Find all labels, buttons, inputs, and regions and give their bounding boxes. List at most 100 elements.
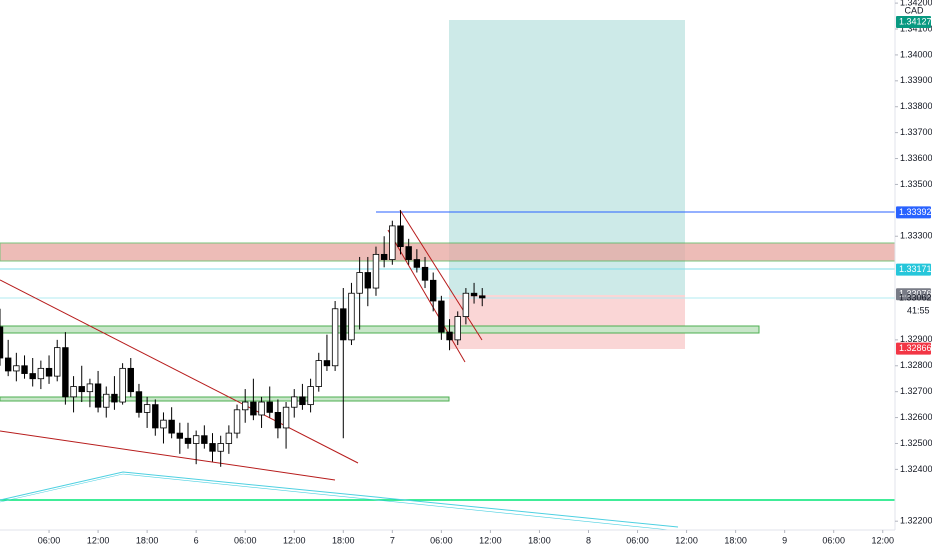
- x-tick-label: 12:00: [87, 535, 110, 545]
- candle-body: [119, 367, 126, 403]
- candle-body: [192, 435, 200, 444]
- x-tick-label: 06:00: [38, 535, 61, 545]
- x-tick-label: 18:00: [724, 535, 747, 545]
- y-tick-label: 1.32700: [900, 386, 932, 396]
- candle-body: [421, 266, 429, 281]
- y-tick-label: 1.34100: [900, 23, 932, 33]
- candle-body: [258, 401, 265, 416]
- support-zone: [0, 396, 450, 402]
- stop-zone: [449, 295, 685, 349]
- candle-body: [479, 295, 486, 299]
- candle-body: [217, 443, 224, 452]
- candle-body: [389, 225, 396, 260]
- candle-body: [291, 396, 298, 408]
- candle-body: [340, 308, 347, 341]
- y-tick-label: 1.34200: [900, 0, 932, 7]
- candle-body: [233, 409, 241, 434]
- y-tick-label: 1.33800: [900, 101, 932, 111]
- candle-body: [45, 367, 53, 377]
- price-badge-label: 1.33076: [899, 289, 932, 299]
- y-tick-label: 1.32400: [900, 464, 932, 474]
- current-price: 1.33062: [899, 292, 932, 302]
- x-tick-label: 06:00: [822, 535, 845, 545]
- candle-body: [323, 360, 331, 367]
- candle-body: [201, 435, 208, 444]
- candle-body: [397, 225, 404, 248]
- price-badge: [896, 342, 931, 355]
- candle-body: [143, 404, 151, 413]
- y-tick-label: 1.32600: [900, 412, 932, 422]
- x-tick-label: 12:00: [283, 535, 306, 545]
- candle-body: [380, 253, 388, 260]
- x-tick-label: 18:00: [136, 535, 159, 545]
- x-tick-label: 7: [390, 535, 395, 545]
- countdown: 41:55: [907, 305, 930, 315]
- candle-body: [307, 386, 314, 406]
- trend-line: [0, 279, 359, 464]
- candle-body: [364, 272, 372, 289]
- y-tick-label: 1.33500: [900, 179, 932, 189]
- candle-body: [4, 357, 12, 372]
- y-tick-label: 1.32500: [900, 438, 932, 448]
- price-badge-label: 1.33392: [899, 207, 932, 217]
- candles: [0, 210, 486, 467]
- y-tick-label: 1.34000: [900, 49, 932, 59]
- y-tick-label: 1.33900: [900, 75, 932, 85]
- candle-body: [274, 411, 282, 429]
- candle-body: [29, 373, 36, 380]
- candle-body: [282, 406, 290, 429]
- x-tick-label: 9: [782, 535, 787, 545]
- candle-body: [242, 401, 249, 411]
- y-tick-label: 1.33700: [900, 127, 932, 137]
- x-tick-label: 18:00: [528, 535, 551, 545]
- candle-body: [348, 292, 355, 341]
- axes: 1.34200 1.34100 1.34000 1.33900 1.33800 1.337…: [38, 0, 932, 545]
- price-badge-label: 1.33171: [899, 264, 932, 274]
- cyan-line: [0, 473, 671, 531]
- support-zone: [0, 325, 760, 334]
- x-tick-label: 8: [586, 535, 591, 545]
- currency: CAD: [904, 5, 924, 15]
- candle-body: [78, 386, 85, 393]
- x-tick-label: 18:00: [332, 535, 355, 545]
- y-tick-label: 1.32900: [900, 334, 932, 344]
- y-tick-label: 1.32800: [900, 360, 932, 370]
- candle-body: [454, 316, 461, 341]
- channel-line: [399, 209, 483, 341]
- candle-body: [103, 393, 110, 408]
- candle-body: [209, 443, 216, 452]
- x-tick-label: 6: [194, 535, 199, 545]
- y-tick-label: 1.33300: [900, 231, 932, 241]
- candle-body: [111, 393, 118, 403]
- x-tick-label: 06:00: [234, 535, 257, 545]
- candle-body: [70, 386, 77, 398]
- candle-body: [184, 437, 192, 444]
- price-badge: [896, 288, 931, 301]
- candle-body: [299, 396, 306, 406]
- price-badge-label: 1.32866: [899, 343, 932, 353]
- x-tick-label: 12:00: [675, 535, 698, 545]
- candle-body: [37, 367, 45, 380]
- trend-line: [0, 430, 336, 481]
- candle-body: [176, 432, 184, 439]
- candle-body: [331, 308, 339, 367]
- x-tick-label: 06:00: [626, 535, 649, 545]
- price-badge: [896, 206, 931, 219]
- x-tick-label: 12:00: [871, 535, 894, 545]
- drawings: [0, 20, 896, 531]
- candle-body: [462, 292, 470, 317]
- candle-body: [266, 401, 273, 413]
- candle-body: [372, 253, 380, 289]
- candle-body: [135, 391, 143, 413]
- candle-body: [315, 360, 322, 387]
- candle-body: [54, 347, 61, 377]
- resistance-zone: [0, 242, 896, 262]
- candle-body: [356, 272, 363, 294]
- candle-body: [446, 331, 453, 341]
- candle-body: [438, 300, 445, 333]
- x-tick-label: 06:00: [430, 535, 453, 545]
- price-badge: [896, 16, 931, 29]
- price-badge-label: 1.34127: [899, 16, 932, 26]
- candle-body: [470, 292, 478, 297]
